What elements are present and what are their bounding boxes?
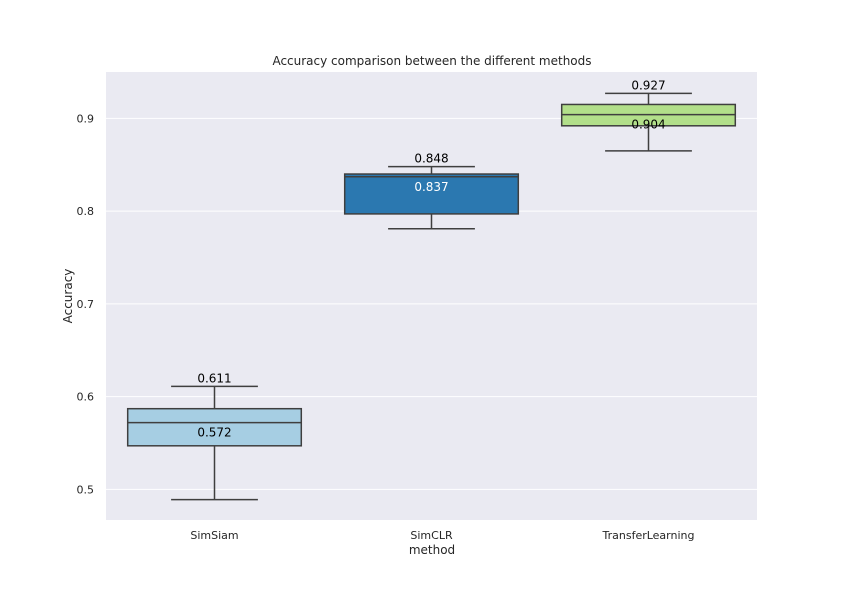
x-tick-label: TransferLearning xyxy=(602,529,695,542)
x-tick-label: SimSiam xyxy=(190,529,238,542)
box-simsiam: 0.611 0.572 xyxy=(126,371,303,501)
median-value-label: 0.904 xyxy=(631,118,665,132)
y-tick-label: 0.7 xyxy=(77,298,95,311)
chart-title: Accuracy comparison between the differen… xyxy=(272,54,591,68)
y-tick-labels: 0.5 0.6 0.7 0.8 0.9 xyxy=(77,112,95,496)
y-tick-label: 0.9 xyxy=(77,112,95,125)
max-value-label: 0.611 xyxy=(197,371,231,385)
y-tick-label: 0.5 xyxy=(77,483,95,496)
iqr-box xyxy=(126,407,303,447)
x-axis-label: method xyxy=(409,543,455,557)
box-simclr: 0.848 0.837 xyxy=(343,152,520,230)
median-value-label: 0.572 xyxy=(197,426,231,440)
y-tick-label: 0.6 xyxy=(77,391,95,404)
plot-area-background xyxy=(106,72,757,520)
boxes-group: 0.611 0.572 0.848 0.837 0.927 0.904 xyxy=(126,78,737,501)
max-value-label: 0.927 xyxy=(631,78,665,92)
x-tick-labels: SimSiam SimCLR TransferLearning xyxy=(190,529,694,542)
y-tick-label: 0.8 xyxy=(77,205,95,218)
y-axis-label: Accuracy xyxy=(61,269,75,324)
x-tick-label: SimCLR xyxy=(410,529,453,542)
iqr-box xyxy=(343,173,520,215)
median-value-label: 0.837 xyxy=(414,180,448,194)
box-transferlearning: 0.927 0.904 xyxy=(560,78,737,152)
max-value-label: 0.848 xyxy=(414,152,448,166)
